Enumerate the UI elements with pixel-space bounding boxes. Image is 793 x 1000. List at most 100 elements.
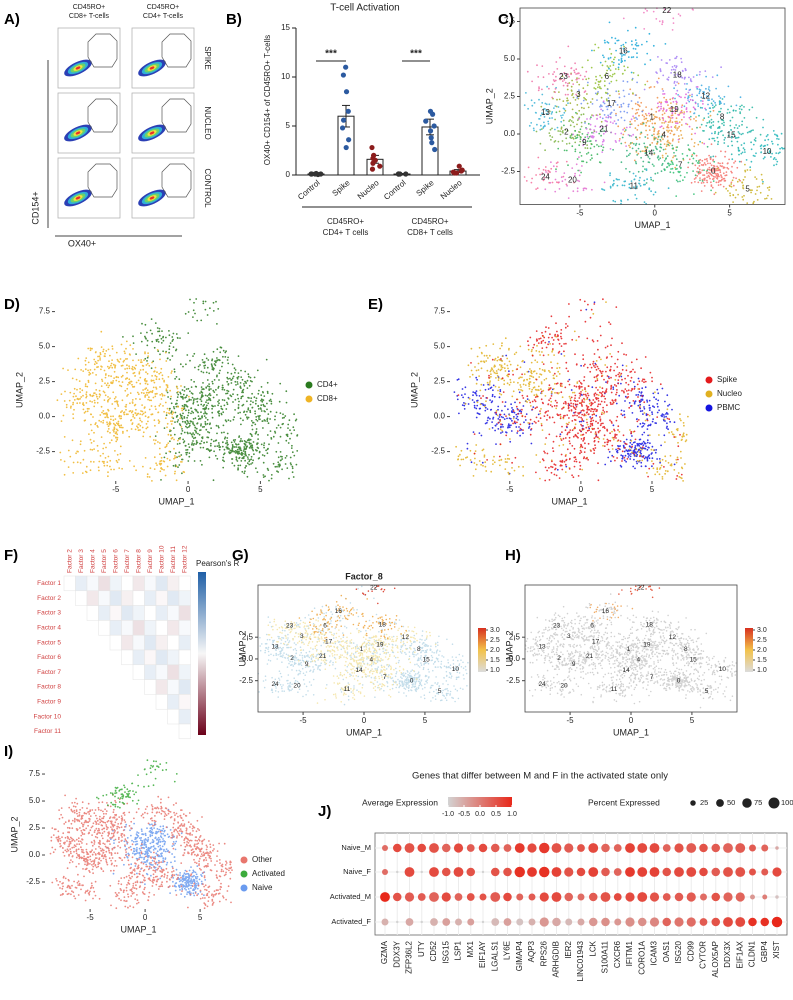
size-legend-dot [690, 800, 696, 806]
dot [649, 867, 660, 877]
significance-label: *** [410, 49, 422, 60]
size-legend-dot [742, 798, 752, 808]
x-tick-label: 5 [690, 716, 695, 725]
cluster-label: 3 [567, 633, 571, 640]
cell-cloud [600, 122, 709, 184]
heatmap-cell [121, 590, 134, 606]
cluster-label: 14 [623, 667, 631, 674]
axis-label: UMAP_1 [613, 727, 649, 737]
y-tick-label: Activated_F [331, 917, 371, 926]
dot [454, 893, 463, 901]
colorbar [478, 628, 486, 672]
x-tick-label: 0 [629, 716, 634, 725]
heatmap-cell [121, 605, 134, 621]
colorbar-tick-label: 1.0 [757, 667, 767, 674]
dot [551, 843, 562, 853]
legend-marker [705, 376, 713, 384]
dot [748, 917, 757, 927]
cluster-label: 2 [290, 655, 294, 662]
x-tick-label: GBP4 [760, 940, 769, 962]
heatmap-cell [132, 664, 145, 680]
data-point [312, 171, 318, 177]
dot [551, 892, 562, 902]
heatmap-cell [178, 620, 191, 636]
dot [478, 843, 488, 853]
dot [481, 870, 485, 874]
heatmap-cell [144, 605, 157, 621]
dot [711, 843, 721, 853]
cluster-label: 2 [557, 655, 561, 662]
cluster-label: 22 [662, 6, 671, 15]
dot [441, 892, 451, 902]
panel-label: F) [4, 547, 18, 564]
dot [577, 918, 585, 926]
y-tick-label: -2.5 [26, 877, 40, 886]
colorbar [745, 628, 753, 672]
cluster-label: 1 [360, 646, 364, 653]
heatmap-cell [167, 708, 180, 725]
dot [613, 868, 622, 876]
legend-label: CD4+ [317, 380, 338, 389]
row-label: Factor 8 [37, 684, 61, 691]
cluster-label: 3 [576, 90, 581, 99]
heatmap-cell [155, 590, 168, 606]
cluster-label: 13 [271, 643, 279, 650]
dot [686, 917, 696, 927]
legend-title: Average Expression [362, 797, 438, 807]
row-label: Factor 10 [34, 713, 62, 720]
cluster-label: 18 [379, 622, 387, 629]
panel-label: B) [226, 11, 242, 28]
x-tick-label: GZMA [380, 940, 389, 964]
colorbar-tick-label: 1.0 [490, 667, 500, 674]
dot [490, 892, 501, 902]
x-tick-label: ISG15 [441, 940, 450, 963]
cell-cloud [355, 585, 396, 605]
y-tick-label: 5.0 [29, 796, 41, 805]
dot [551, 867, 562, 877]
dot [392, 843, 402, 853]
heatmap-cell [63, 575, 76, 592]
flow-density [149, 131, 155, 135]
dot [392, 892, 402, 902]
heatmap-cell [109, 605, 122, 621]
cell-cloud [643, 146, 716, 197]
dot [503, 892, 512, 902]
legend-title: Percent Expressed [588, 797, 660, 807]
dot [750, 894, 755, 900]
cluster-label: 17 [592, 638, 600, 645]
row-label: Factor 11 [34, 728, 61, 735]
dot [711, 892, 721, 902]
heatmap-cell [155, 649, 168, 666]
column-label: Factor 4 [89, 549, 96, 573]
cluster-label: 23 [553, 623, 561, 630]
heatmap-cell [155, 634, 168, 651]
cluster-label: 1 [627, 646, 631, 653]
cluster-label: 6 [605, 72, 610, 81]
dot [649, 917, 660, 927]
y-tick-label: 0.0 [29, 850, 41, 859]
flow-density [75, 66, 81, 70]
dot [649, 892, 660, 902]
dot [491, 918, 500, 926]
flow-gate [87, 33, 118, 68]
row-label: Factor 1 [37, 580, 61, 587]
heatmap-cell [98, 575, 111, 592]
cluster-label: 2 [564, 128, 569, 137]
cluster-label: 24 [538, 681, 546, 688]
x-tick-label: AQP3 [527, 940, 536, 962]
axis-label: UMAP_1 [346, 727, 382, 737]
axis-label: UMAP_2 [9, 816, 19, 852]
cell-cloud [106, 808, 207, 898]
cluster-label: 23 [286, 623, 294, 630]
dot [528, 893, 536, 901]
column-label: Factor 10 [158, 545, 165, 573]
cluster-label: 12 [402, 634, 410, 641]
dot [772, 867, 782, 877]
heatmap-cell [178, 694, 191, 710]
dot [380, 892, 390, 902]
cluster-label: 13 [541, 108, 550, 117]
y-tick-label: -2.5 [239, 676, 253, 685]
dot [466, 844, 475, 852]
dot [699, 843, 708, 853]
dot [674, 892, 684, 902]
